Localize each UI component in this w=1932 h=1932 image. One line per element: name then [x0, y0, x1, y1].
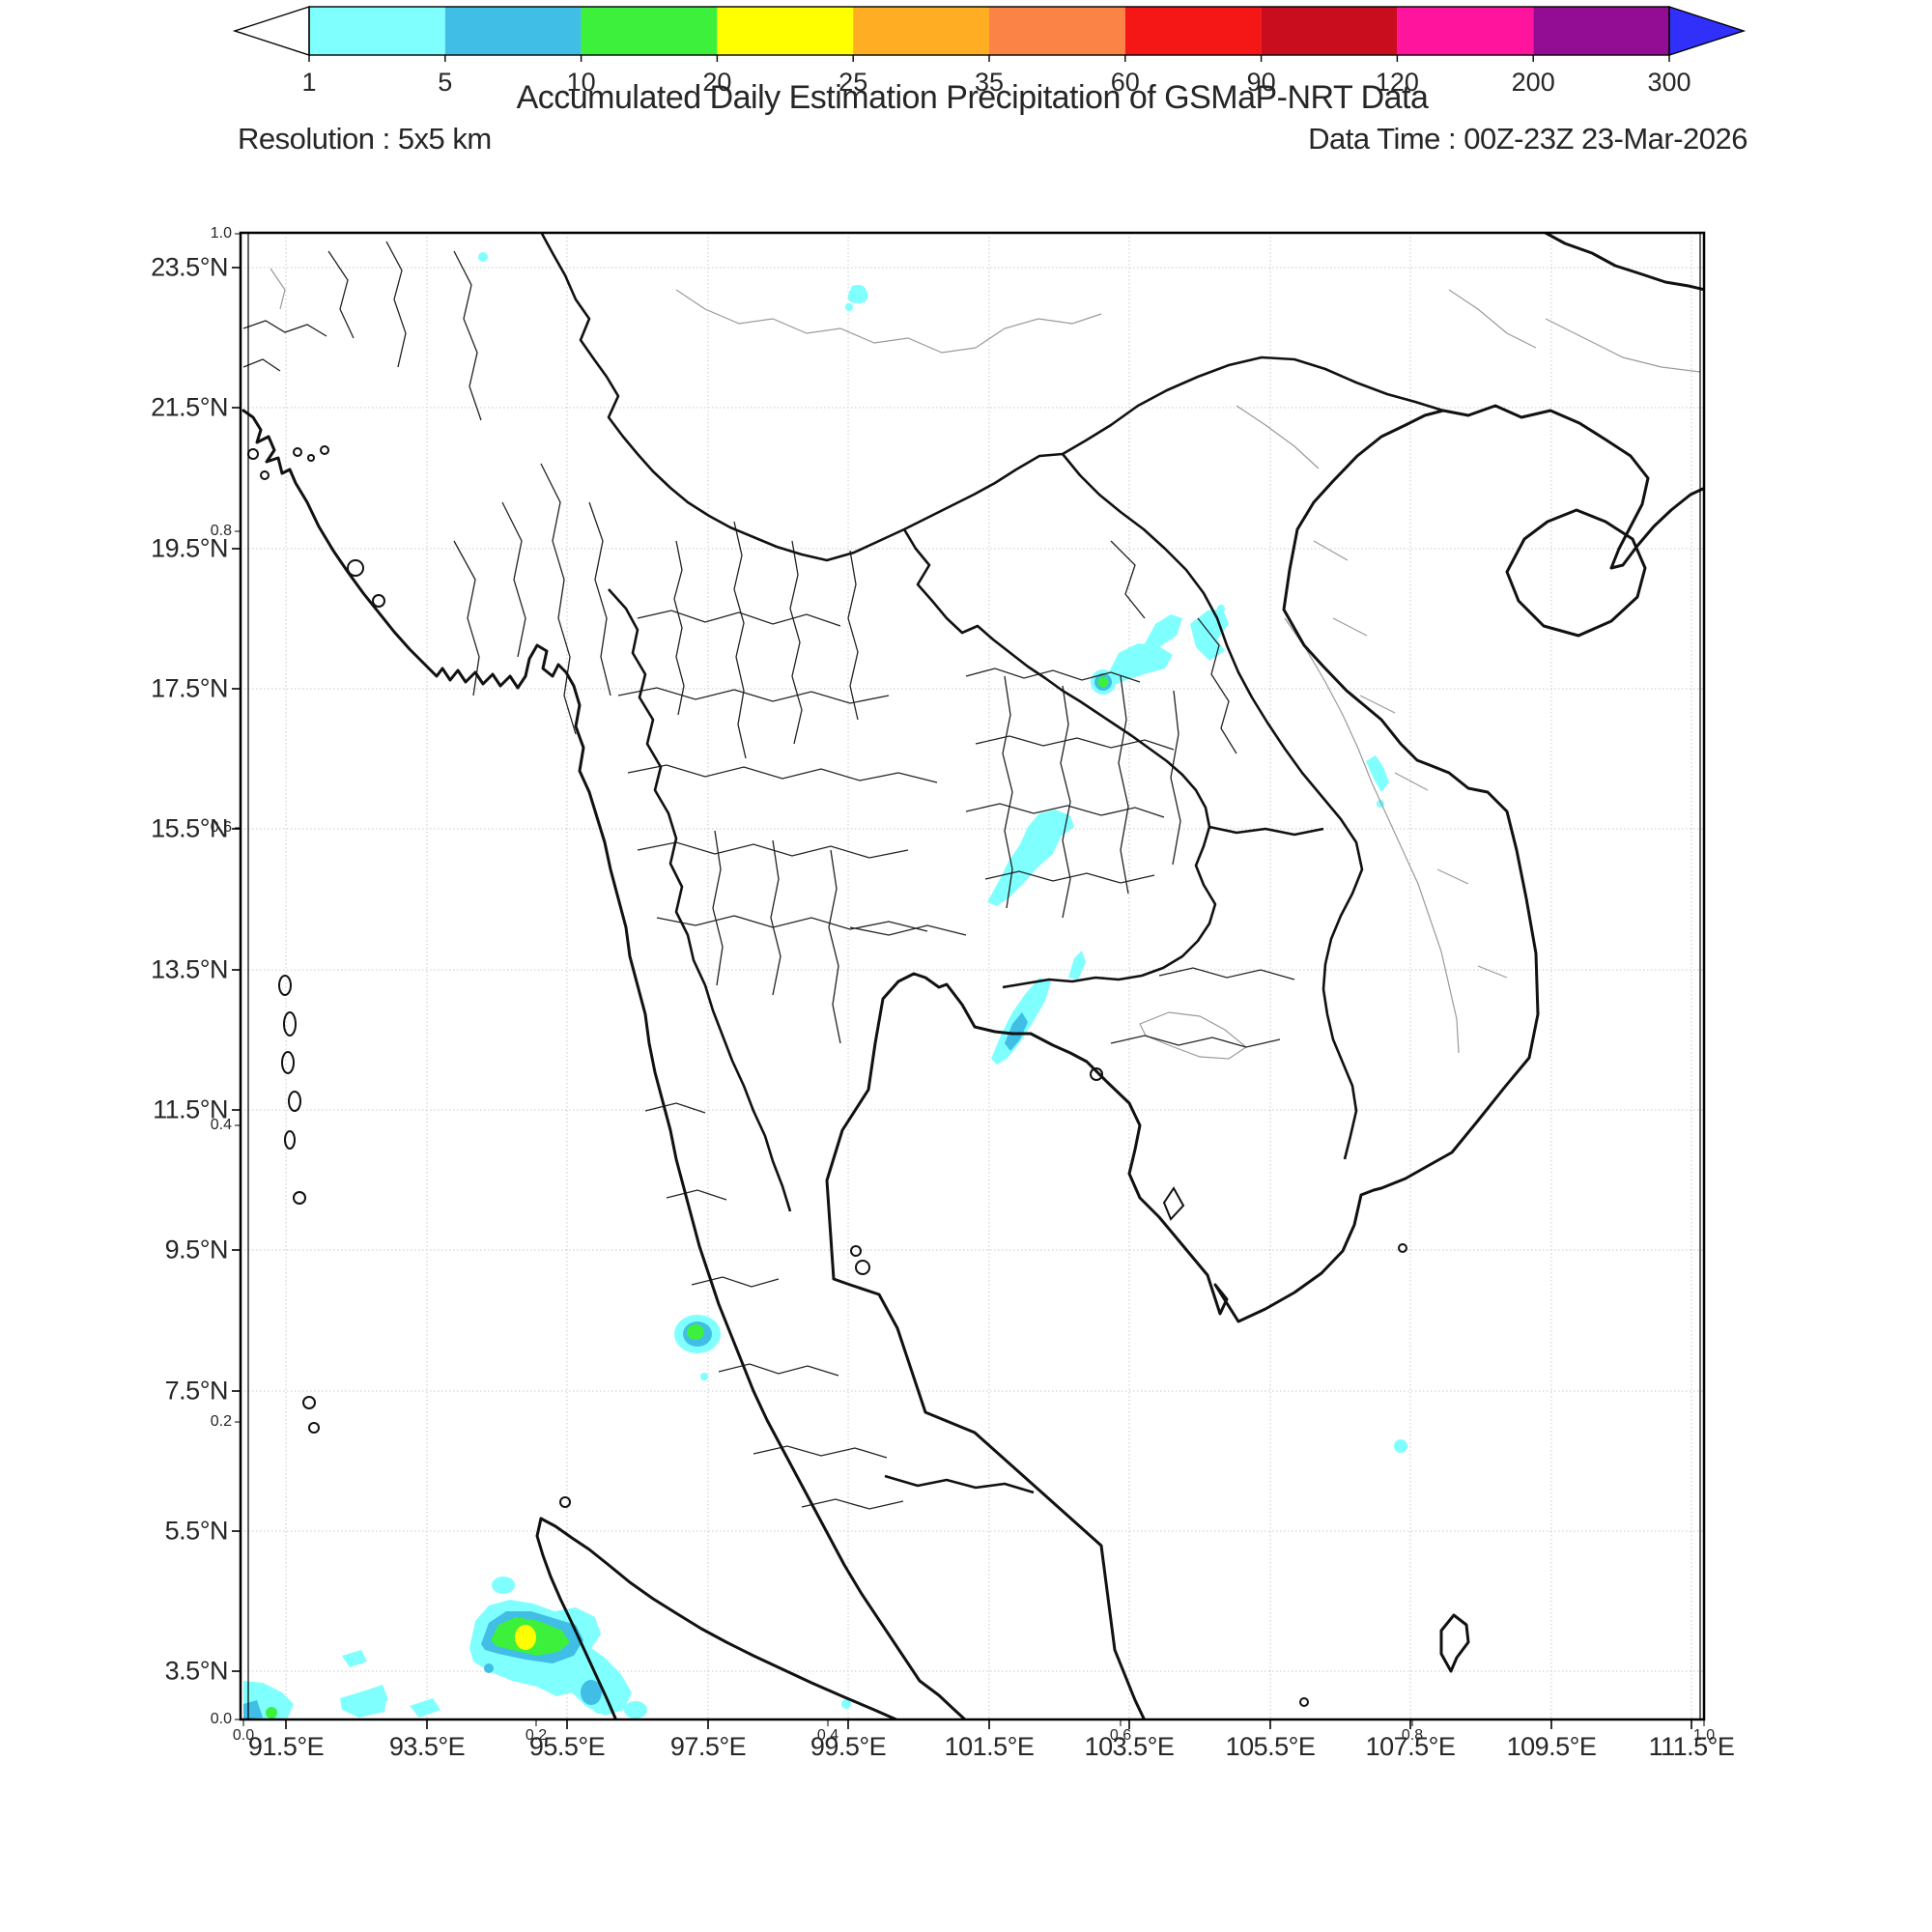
colorbar-over-arrow [1668, 6, 1747, 56]
lat-tick-label: 3.5°N [164, 1656, 229, 1686]
inner-y-tick-label: 0.4 [210, 1117, 232, 1133]
inner-y-tick-label: 0.2 [210, 1413, 232, 1430]
map-frame [239, 231, 1706, 1721]
colorbar-tick-label: 60 [1111, 68, 1140, 97]
lat-tick-label: 19.5°N [151, 533, 228, 563]
colorbar-segment [1533, 7, 1669, 55]
colorbar-segment [309, 7, 445, 55]
inner-x-tick-label: 0.0 [232, 1727, 255, 1744]
inner-x-tick-label: 0.8 [1401, 1727, 1424, 1744]
secondary-borders [270, 268, 1701, 1060]
lon-tick-label: 93.5°E [388, 1732, 466, 1761]
colorbar-svg: 1 5 10 20 25 35 60 90 120 200 300 [232, 6, 1747, 97]
inner-x-tick-label: 0.4 [816, 1727, 839, 1744]
inner-x-tick-label: 1.0 [1692, 1727, 1716, 1744]
lat-tick-label: 9.5°N [164, 1235, 229, 1264]
lat-tick-label: 15.5°N [151, 813, 228, 843]
lon-tick-label: 101.5°E [944, 1732, 1035, 1761]
inner-x-tick-label: 0.6 [1109, 1727, 1132, 1744]
colorbar-segment [1397, 7, 1534, 55]
colorbar-tick-label: 25 [838, 68, 867, 97]
lat-tick-label: 7.5°N [164, 1376, 229, 1406]
axis-ticks [232, 267, 1692, 1729]
inner-y-tick-label: 0.0 [210, 1711, 232, 1727]
lon-tick-label: 95.5°E [528, 1732, 606, 1761]
colorbar-under-arrow [232, 6, 310, 56]
lon-tick-label: 109.5°E [1506, 1732, 1597, 1761]
country-borders [540, 233, 1444, 1494]
lat-tick-label: 11.5°N [153, 1094, 228, 1124]
colorbar-segment [1124, 7, 1262, 55]
lon-tick-label: 105.5°E [1225, 1732, 1316, 1761]
inner-y-tick-label: 0.6 [210, 819, 232, 836]
data-time-label: Data Time : 00Z-23Z 23-Mar-2026 [1308, 122, 1747, 156]
lon-tick-label: 91.5°E [247, 1732, 325, 1761]
lat-tick-label: 17.5°N [151, 673, 228, 703]
lat-tick-label: 21.5°N [151, 392, 228, 422]
colorbar-segment [1261, 7, 1398, 55]
page-title: Accumulated Daily Estimation Precipitati… [516, 79, 1429, 116]
colorbar-tick-label: 90 [1247, 68, 1276, 97]
colorbar-tick-label: 20 [702, 68, 731, 97]
colorbar-segment [444, 7, 582, 55]
colorbar-tick-label: 10 [567, 68, 596, 97]
colorbar-segment [581, 7, 718, 55]
inner-x-tick-label: 0.2 [525, 1727, 548, 1744]
inner-y-tick-label: 1.0 [210, 225, 232, 242]
resolution-label: Resolution : 5x5 km [238, 122, 492, 156]
inner-axis-ticks [235, 233, 1705, 1726]
lat-tick-label: 13.5°N [151, 954, 228, 984]
coastlines [242, 233, 1704, 1719]
colorbar-tick-label: 120 [1376, 68, 1419, 97]
colorbar-segment [853, 7, 989, 55]
lat-tick-label: 5.5°N [164, 1516, 229, 1546]
lat-tick-label: 23.5°N [151, 252, 228, 282]
precipitation-shading [243, 252, 1407, 1719]
lon-tick-label: 99.5°E [810, 1732, 887, 1761]
graticule-grid [241, 233, 1704, 1719]
colorbar-segment [717, 7, 854, 55]
inner-y-tick-label: 0.8 [210, 523, 232, 539]
islands [247, 445, 1407, 1707]
lon-tick-label: 103.5°E [1084, 1732, 1175, 1761]
lon-tick-label: 111.5°E [1648, 1732, 1735, 1761]
colorbar-tick-label: 200 [1512, 68, 1555, 97]
lon-tick-label: 97.5°E [669, 1732, 747, 1761]
colorbar-tick-label: 1 [301, 68, 316, 97]
colorbar-tick-label: 35 [975, 68, 1004, 97]
colorbar-tick-label: 5 [438, 68, 452, 97]
colorbar-tick-label: 300 [1647, 68, 1690, 97]
lon-tick-label: 107.5°E [1365, 1732, 1456, 1761]
province-boundaries [242, 241, 1295, 1510]
colorbar-segment [989, 7, 1125, 55]
